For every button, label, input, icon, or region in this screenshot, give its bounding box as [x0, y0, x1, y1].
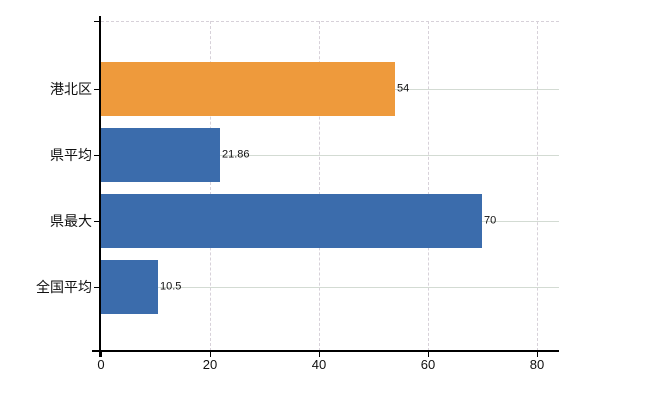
- category-label-県平均: 県平均: [50, 147, 92, 163]
- y-axis-tick: [94, 287, 100, 288]
- vertical-gridline: [319, 21, 320, 351]
- horizontal-gridline: [101, 155, 559, 156]
- horizontal-gridline: [101, 287, 559, 288]
- x-axis-line: [92, 350, 559, 352]
- y-axis-line: [99, 16, 101, 357]
- plot-top-border: [101, 21, 559, 22]
- y-axis-tick: [94, 221, 100, 222]
- vertical-gridline: [537, 21, 538, 351]
- x-axis-tick: [101, 351, 102, 357]
- x-axis-tick-label: 0: [97, 357, 105, 372]
- x-axis-tick-label: 20: [202, 357, 218, 372]
- bar-県平均: [101, 128, 220, 182]
- bar-全国平均: [101, 260, 158, 314]
- x-axis-tick-label: 40: [311, 357, 327, 372]
- bar-value-label: 70: [484, 214, 497, 227]
- vertical-gridline: [428, 21, 429, 351]
- x-axis-tick: [428, 351, 429, 357]
- category-label-全国平均: 全国平均: [36, 279, 92, 295]
- y-axis-tick: [94, 155, 100, 156]
- x-axis-tick: [537, 351, 538, 357]
- category-label-港北区: 港北区: [50, 81, 92, 97]
- x-axis-tick-label: 80: [529, 357, 545, 372]
- x-axis-tick: [319, 351, 320, 357]
- bar-value-label: 54: [397, 82, 410, 95]
- x-axis-tick: [210, 351, 211, 357]
- x-axis-tick-label: 60: [420, 357, 436, 372]
- y-axis-top-tick: [94, 21, 100, 22]
- bar-value-label: 21.86: [222, 148, 250, 161]
- category-label-県最大: 県最大: [50, 213, 92, 229]
- vertical-gridline: [210, 21, 211, 351]
- y-axis-tick: [94, 89, 100, 90]
- bar-県最大: [101, 194, 482, 248]
- bar-港北区: [101, 62, 395, 116]
- bar-value-label: 10.5: [160, 280, 182, 293]
